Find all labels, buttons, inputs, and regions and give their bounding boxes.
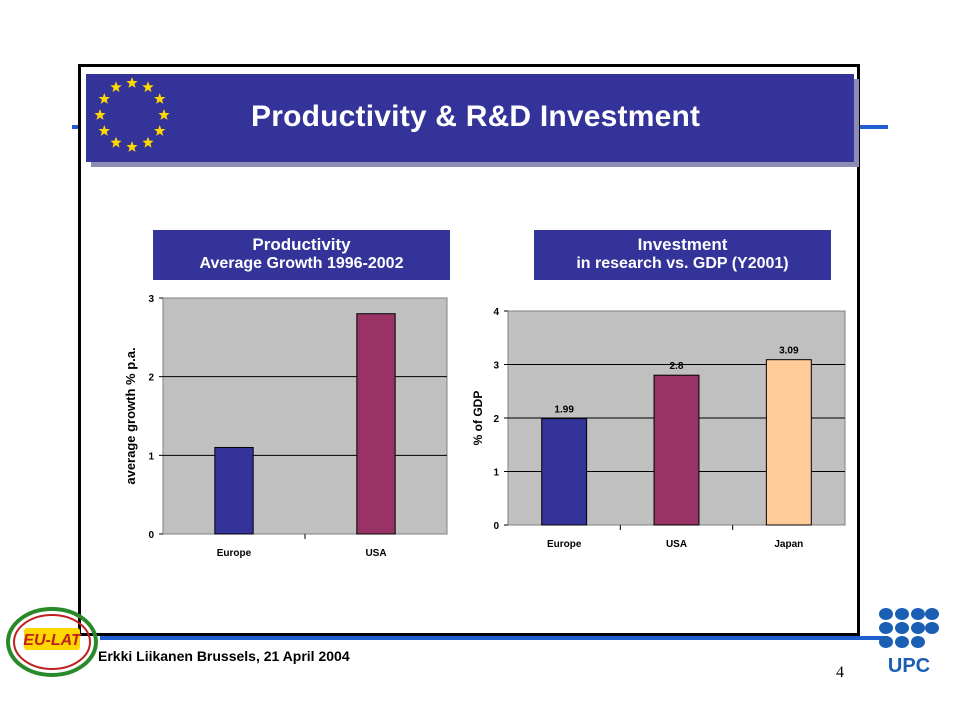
eu-lat-logo-text: EU-LAT <box>23 632 82 649</box>
eu-star-icon <box>154 93 166 104</box>
upc-dot-icon <box>911 622 925 634</box>
eu-star-icon <box>126 141 138 152</box>
title-banner: Productivity & R&D Investment <box>86 74 854 162</box>
upc-dot-icon <box>911 636 925 648</box>
bottom-rule <box>100 636 888 640</box>
upc-dot-icon <box>879 622 893 634</box>
chart2-header-line2: in research vs. GDP (Y2001) <box>576 255 789 272</box>
eu-lat-logo: EU-LAT <box>6 607 98 677</box>
chart1-header-line2: Average Growth 1996-2002 <box>199 255 404 272</box>
slide-title: Productivity & R&D Investment <box>251 100 701 133</box>
upc-dot-icon <box>895 636 909 648</box>
page-number: 4 <box>836 664 844 681</box>
upc-dot-icon <box>879 636 893 648</box>
upc-logo: UPC <box>879 608 939 677</box>
chart2-header: Investment in research vs. GDP (Y2001) <box>534 230 831 280</box>
chart1-header-line1: Productivity <box>252 235 351 254</box>
eu-star-icon <box>110 136 122 148</box>
eu-star-icon <box>142 136 154 148</box>
eu-stars-icon <box>94 77 170 152</box>
upc-dot-icon <box>925 608 939 620</box>
upc-dot-icon <box>895 622 909 634</box>
upc-dot-icon <box>911 608 925 620</box>
eu-star-icon <box>98 93 110 104</box>
upc-dot-icon <box>925 622 939 634</box>
chart1-header: Productivity Average Growth 1996-2002 <box>153 230 450 280</box>
upc-dot-icon <box>879 608 893 620</box>
eu-star-icon <box>94 109 106 120</box>
upc-dot-icon <box>895 608 909 620</box>
upc-logo-text: UPC <box>888 655 930 677</box>
eu-star-icon <box>154 125 166 136</box>
eu-star-icon <box>110 81 122 93</box>
eu-star-icon <box>98 125 110 136</box>
chart2-header-line1: Investment <box>637 235 728 254</box>
footer-text: Erkki Liikanen Brussels, 21 April 2004 <box>98 648 350 664</box>
eu-star-icon <box>158 109 170 120</box>
eu-star-icon <box>142 81 154 93</box>
eu-star-icon <box>126 77 138 88</box>
